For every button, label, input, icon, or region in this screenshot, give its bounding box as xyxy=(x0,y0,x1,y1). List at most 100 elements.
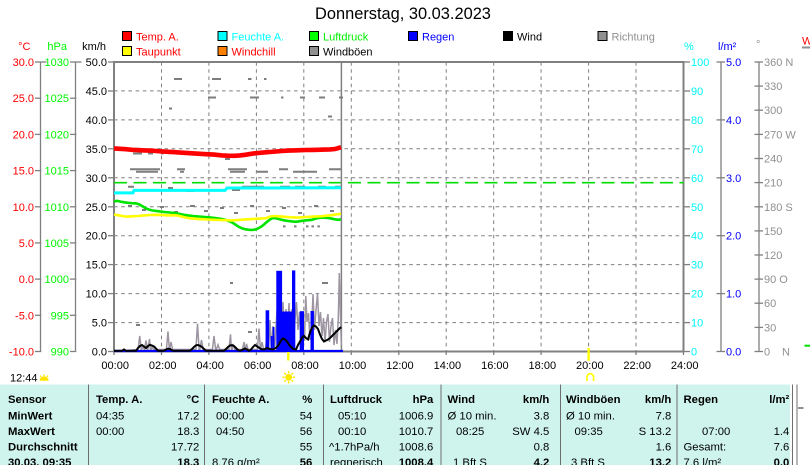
svg-text:50.0: 50.0 xyxy=(86,57,107,69)
svg-text:54: 54 xyxy=(300,411,313,423)
svg-text:W: W xyxy=(802,36,810,48)
svg-text:12:00: 12:00 xyxy=(386,360,414,372)
svg-text:1008.6: 1008.6 xyxy=(399,442,434,454)
svg-text:Ø 10 min.: Ø 10 min. xyxy=(448,411,497,423)
svg-text:SW 4.5: SW 4.5 xyxy=(512,426,549,438)
svg-text:0.0: 0.0 xyxy=(92,347,107,359)
svg-text:08:25: 08:25 xyxy=(456,426,484,438)
svg-text:00:00: 00:00 xyxy=(101,360,129,372)
svg-text:Windchill: Windchill xyxy=(232,47,276,59)
svg-text:14:00: 14:00 xyxy=(434,360,462,372)
svg-text:40.0: 40.0 xyxy=(86,115,107,127)
svg-text:0.8: 0.8 xyxy=(534,442,550,454)
svg-text:Sensor: Sensor xyxy=(8,394,47,406)
svg-text:18:00: 18:00 xyxy=(529,360,557,372)
svg-text:990: 990 xyxy=(51,347,69,359)
svg-text:2.0: 2.0 xyxy=(726,231,741,243)
svg-text:1.4: 1.4 xyxy=(774,426,790,438)
svg-text:90 O: 90 O xyxy=(764,274,788,286)
svg-text:17.72: 17.72 xyxy=(171,442,199,454)
svg-text:S 13.2: S 13.2 xyxy=(639,426,672,438)
svg-text:35.0: 35.0 xyxy=(86,144,107,156)
svg-text:45.0: 45.0 xyxy=(86,86,107,98)
svg-text:1000: 1000 xyxy=(45,274,69,286)
svg-text:15.0: 15.0 xyxy=(86,260,107,272)
svg-text:^1.7hPa/h: ^1.7hPa/h xyxy=(329,442,380,454)
svg-text:Ø 10 min.: Ø 10 min. xyxy=(566,411,615,423)
svg-text:N: N xyxy=(782,347,790,359)
svg-text:-10.0: -10.0 xyxy=(9,347,34,359)
svg-text:Luftdruck: Luftdruck xyxy=(330,394,383,406)
svg-text:55: 55 xyxy=(300,442,313,454)
svg-text:20:00: 20:00 xyxy=(576,360,604,372)
svg-text:16:00: 16:00 xyxy=(481,360,509,372)
svg-text:0: 0 xyxy=(691,347,697,359)
svg-text:10: 10 xyxy=(691,318,703,330)
svg-text:5.0: 5.0 xyxy=(19,238,34,250)
svg-text:l/m²: l/m² xyxy=(718,41,737,53)
svg-text:Wind: Wind xyxy=(448,394,476,406)
svg-text:5.0: 5.0 xyxy=(726,57,741,69)
svg-text:24:00: 24:00 xyxy=(671,360,699,372)
svg-text:10.0: 10.0 xyxy=(13,202,34,214)
svg-text:05:10: 05:10 xyxy=(338,411,366,423)
svg-text:1025: 1025 xyxy=(45,93,69,105)
svg-text:50: 50 xyxy=(691,202,703,214)
svg-text:17.2: 17.2 xyxy=(177,411,199,423)
svg-text:1005: 1005 xyxy=(45,238,69,250)
svg-text:120: 120 xyxy=(764,250,782,262)
svg-text:22:00: 22:00 xyxy=(623,360,651,372)
svg-text:10:00: 10:00 xyxy=(339,360,367,372)
svg-text:km/h: km/h xyxy=(523,394,549,406)
svg-text:1.0: 1.0 xyxy=(726,289,741,301)
svg-text:5.0: 5.0 xyxy=(92,318,107,330)
svg-text:300: 300 xyxy=(764,105,782,117)
svg-text:7.6: 7.6 xyxy=(774,442,790,454)
svg-text:4.2: 4.2 xyxy=(534,457,550,465)
svg-text:30.03. 09:35: 30.03. 09:35 xyxy=(8,457,71,465)
svg-text:40: 40 xyxy=(691,231,703,243)
svg-text:1030: 1030 xyxy=(45,57,69,69)
svg-text:km/h: km/h xyxy=(645,394,671,406)
svg-text:0.0: 0.0 xyxy=(19,274,34,286)
svg-text:3 Bft S: 3 Bft S xyxy=(571,457,605,465)
svg-text:270 W: 270 W xyxy=(764,129,796,141)
svg-text:Luftdruck: Luftdruck xyxy=(323,32,369,44)
svg-text:4.0: 4.0 xyxy=(726,115,741,127)
svg-text:l/m²: l/m² xyxy=(769,394,789,406)
svg-text:08:00: 08:00 xyxy=(291,360,319,372)
svg-text:56: 56 xyxy=(300,457,313,465)
svg-text:hPa: hPa xyxy=(413,394,434,406)
svg-text:210: 210 xyxy=(764,178,782,190)
svg-text:70: 70 xyxy=(691,144,703,156)
svg-text:Regen: Regen xyxy=(684,394,719,406)
svg-text:km/h: km/h xyxy=(82,41,106,53)
svg-text:Windböen: Windböen xyxy=(323,47,373,59)
svg-text:hPa: hPa xyxy=(47,41,67,53)
svg-text:240: 240 xyxy=(764,154,782,166)
svg-text:Feuchte A.: Feuchte A. xyxy=(232,32,285,44)
svg-text:1010: 1010 xyxy=(45,202,69,214)
svg-text:20.0: 20.0 xyxy=(13,129,34,141)
svg-text:06:00: 06:00 xyxy=(244,360,272,372)
svg-text:Windböen: Windböen xyxy=(566,394,621,406)
svg-text:30.0: 30.0 xyxy=(13,57,34,69)
svg-text:0.0: 0.0 xyxy=(774,457,790,465)
svg-text:04:35: 04:35 xyxy=(96,411,124,423)
svg-text:3.8: 3.8 xyxy=(534,411,550,423)
svg-text:00:10: 00:10 xyxy=(338,426,366,438)
svg-text:25.0: 25.0 xyxy=(86,202,107,214)
svg-text:1 Bft S: 1 Bft S xyxy=(453,457,487,465)
svg-text:20.0: 20.0 xyxy=(86,231,107,243)
svg-text:%: % xyxy=(302,394,312,406)
svg-text:Gesamt:: Gesamt: xyxy=(684,442,727,454)
svg-text:18.3: 18.3 xyxy=(177,457,199,465)
svg-text:60: 60 xyxy=(764,298,776,310)
svg-text:330: 330 xyxy=(764,81,782,93)
svg-text:3.0: 3.0 xyxy=(726,173,741,185)
svg-text:Feuchte A.: Feuchte A. xyxy=(212,394,269,406)
svg-text:60: 60 xyxy=(691,173,703,185)
svg-text:00:00: 00:00 xyxy=(96,426,124,438)
svg-text:1.6: 1.6 xyxy=(656,442,672,454)
svg-text:80: 80 xyxy=(691,115,703,127)
